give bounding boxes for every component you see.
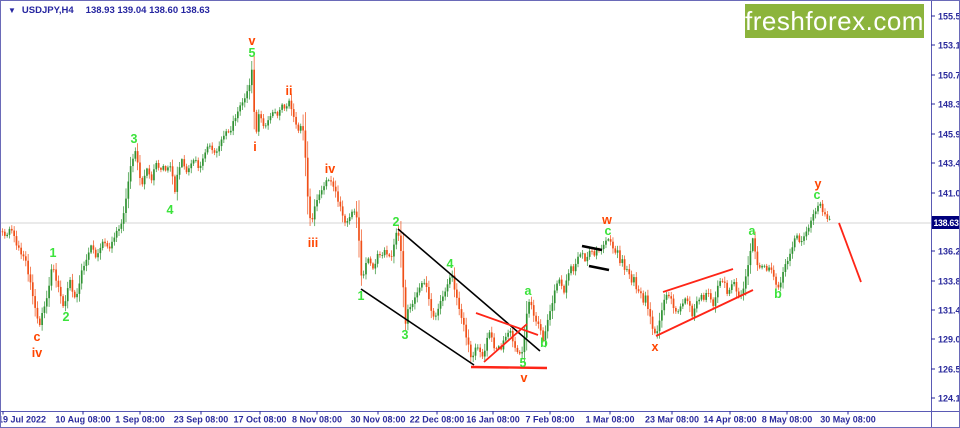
bull-channel-lower-line[interactable]: [655, 289, 754, 337]
price-tick-label: 148.30: [938, 100, 959, 110]
wave-label-iv[interactable]: iv: [325, 162, 335, 176]
wave-label-c[interactable]: c: [605, 224, 612, 238]
bear-channel-lower-line[interactable]: [360, 288, 475, 366]
candlestick-series: [1, 53, 831, 364]
date-tick-label: 8 Nov 08:00: [292, 415, 342, 425]
price-tick-label: 145.90: [938, 130, 959, 140]
date-tick-label: 22 Dec 08:00: [410, 415, 465, 425]
price-tick-label: 153.15: [938, 41, 959, 51]
current-price-tag: 138.63: [932, 216, 959, 229]
date-tick-label: 10 Aug 08:00: [55, 415, 110, 425]
wave-label-3[interactable]: 3: [402, 328, 409, 342]
price-tick-label: 126.55: [938, 365, 959, 375]
chart-dropdown-icon[interactable]: ▼: [8, 5, 16, 15]
price-tick-label: 143.45: [938, 159, 959, 169]
forecast-line[interactable]: [838, 222, 862, 283]
price-tick-label: 150.70: [938, 71, 959, 81]
wave-label-5[interactable]: 5: [520, 356, 527, 370]
bear-channel-upper-line[interactable]: [397, 228, 541, 352]
date-tick-label: 7 Feb 08:00: [525, 415, 574, 425]
price-tick-label: 141.05: [938, 189, 959, 199]
wave5-base-line[interactable]: [470, 365, 548, 370]
wave-label-x[interactable]: x: [652, 340, 659, 354]
date-tick-label: 14 Apr 08:00: [703, 415, 756, 425]
wave-label-2[interactable]: 2: [393, 215, 400, 229]
wave-label-4[interactable]: 4: [447, 257, 454, 271]
date-tick-label: 16 Jan 08:00: [466, 415, 520, 425]
price-tick-label: 131.40: [938, 306, 959, 316]
price-axis[interactable]: 155.55 153.15 150.70 148.30 145.90 143.45 141.…: [931, 12, 959, 404]
symbol-timeframe-label: USDJPY,H4: [21, 5, 74, 16]
wave-label-y[interactable]: y: [815, 177, 822, 191]
wave-label-iv[interactable]: iv: [32, 346, 42, 360]
date-tick-label: 30 May 08:00: [820, 415, 876, 425]
wedge-upper-line[interactable]: [475, 312, 539, 336]
date-tick-label: 30 Nov 08:00: [350, 415, 405, 425]
wave-label-w[interactable]: w: [601, 213, 612, 227]
wave-label-a[interactable]: a: [525, 284, 533, 298]
wave-label-4[interactable]: 4: [167, 203, 174, 217]
flat-marker-upper[interactable]: [581, 244, 603, 252]
wave-label-1[interactable]: 1: [50, 246, 57, 260]
wave-label-ii[interactable]: ii: [286, 84, 293, 98]
wave-label-c[interactable]: c: [34, 330, 41, 344]
freshforex-banner: freshforex.com: [745, 4, 924, 38]
wave-label-1[interactable]: 1: [358, 289, 365, 303]
wave-label-iii[interactable]: iii: [308, 236, 318, 250]
wave-label-b[interactable]: b: [540, 336, 548, 350]
wedge-lower-line[interactable]: [483, 323, 528, 363]
price-tick-label: 136.25: [938, 247, 959, 257]
time-axis[interactable]: 19 Jul 2022 10 Aug 08:00 1 Sep 08:00 23 Sep…: [1, 411, 876, 425]
chart-title-bar: ▼ USDJPY,H4 138.93 139.04 138.60 138.63: [8, 5, 210, 16]
ohlc-values: 138.93 139.04 138.60 138.63: [85, 5, 210, 16]
price-tick-label: 133.80: [938, 277, 959, 287]
price-tick-label: 124.10: [938, 394, 959, 404]
price-tick-label: 129.00: [938, 335, 959, 345]
wave-label-a[interactable]: a: [749, 224, 757, 238]
wave-label-v[interactable]: v: [521, 371, 528, 385]
date-tick-label: 19 Jul 2022: [1, 415, 46, 425]
date-tick-label: 1 Mar 08:00: [585, 415, 634, 425]
wave-label-c[interactable]: c: [814, 188, 821, 202]
wave-label-2[interactable]: 2: [63, 310, 70, 324]
freshforex-logo-text: freshforex.com: [745, 5, 924, 36]
date-tick-label: 1 Sep 08:00: [115, 415, 165, 425]
date-tick-label: 23 Sep 08:00: [174, 415, 229, 425]
wave-label-b[interactable]: b: [774, 287, 782, 301]
date-tick-label: 17 Oct 08:00: [233, 415, 286, 425]
wave-label-i[interactable]: i: [253, 140, 256, 154]
date-tick-label: 23 Mar 08:00: [645, 415, 699, 425]
wave-label-5[interactable]: 5: [249, 46, 256, 60]
flat-marker-lower[interactable]: [588, 264, 610, 272]
wave-label-v[interactable]: v: [249, 34, 256, 48]
date-tick-label: 8 May 08:00: [762, 415, 813, 425]
price-tick-label: 155.55: [938, 12, 959, 22]
wave-label-3[interactable]: 3: [131, 132, 138, 146]
bull-channel-upper-line[interactable]: [662, 268, 734, 293]
